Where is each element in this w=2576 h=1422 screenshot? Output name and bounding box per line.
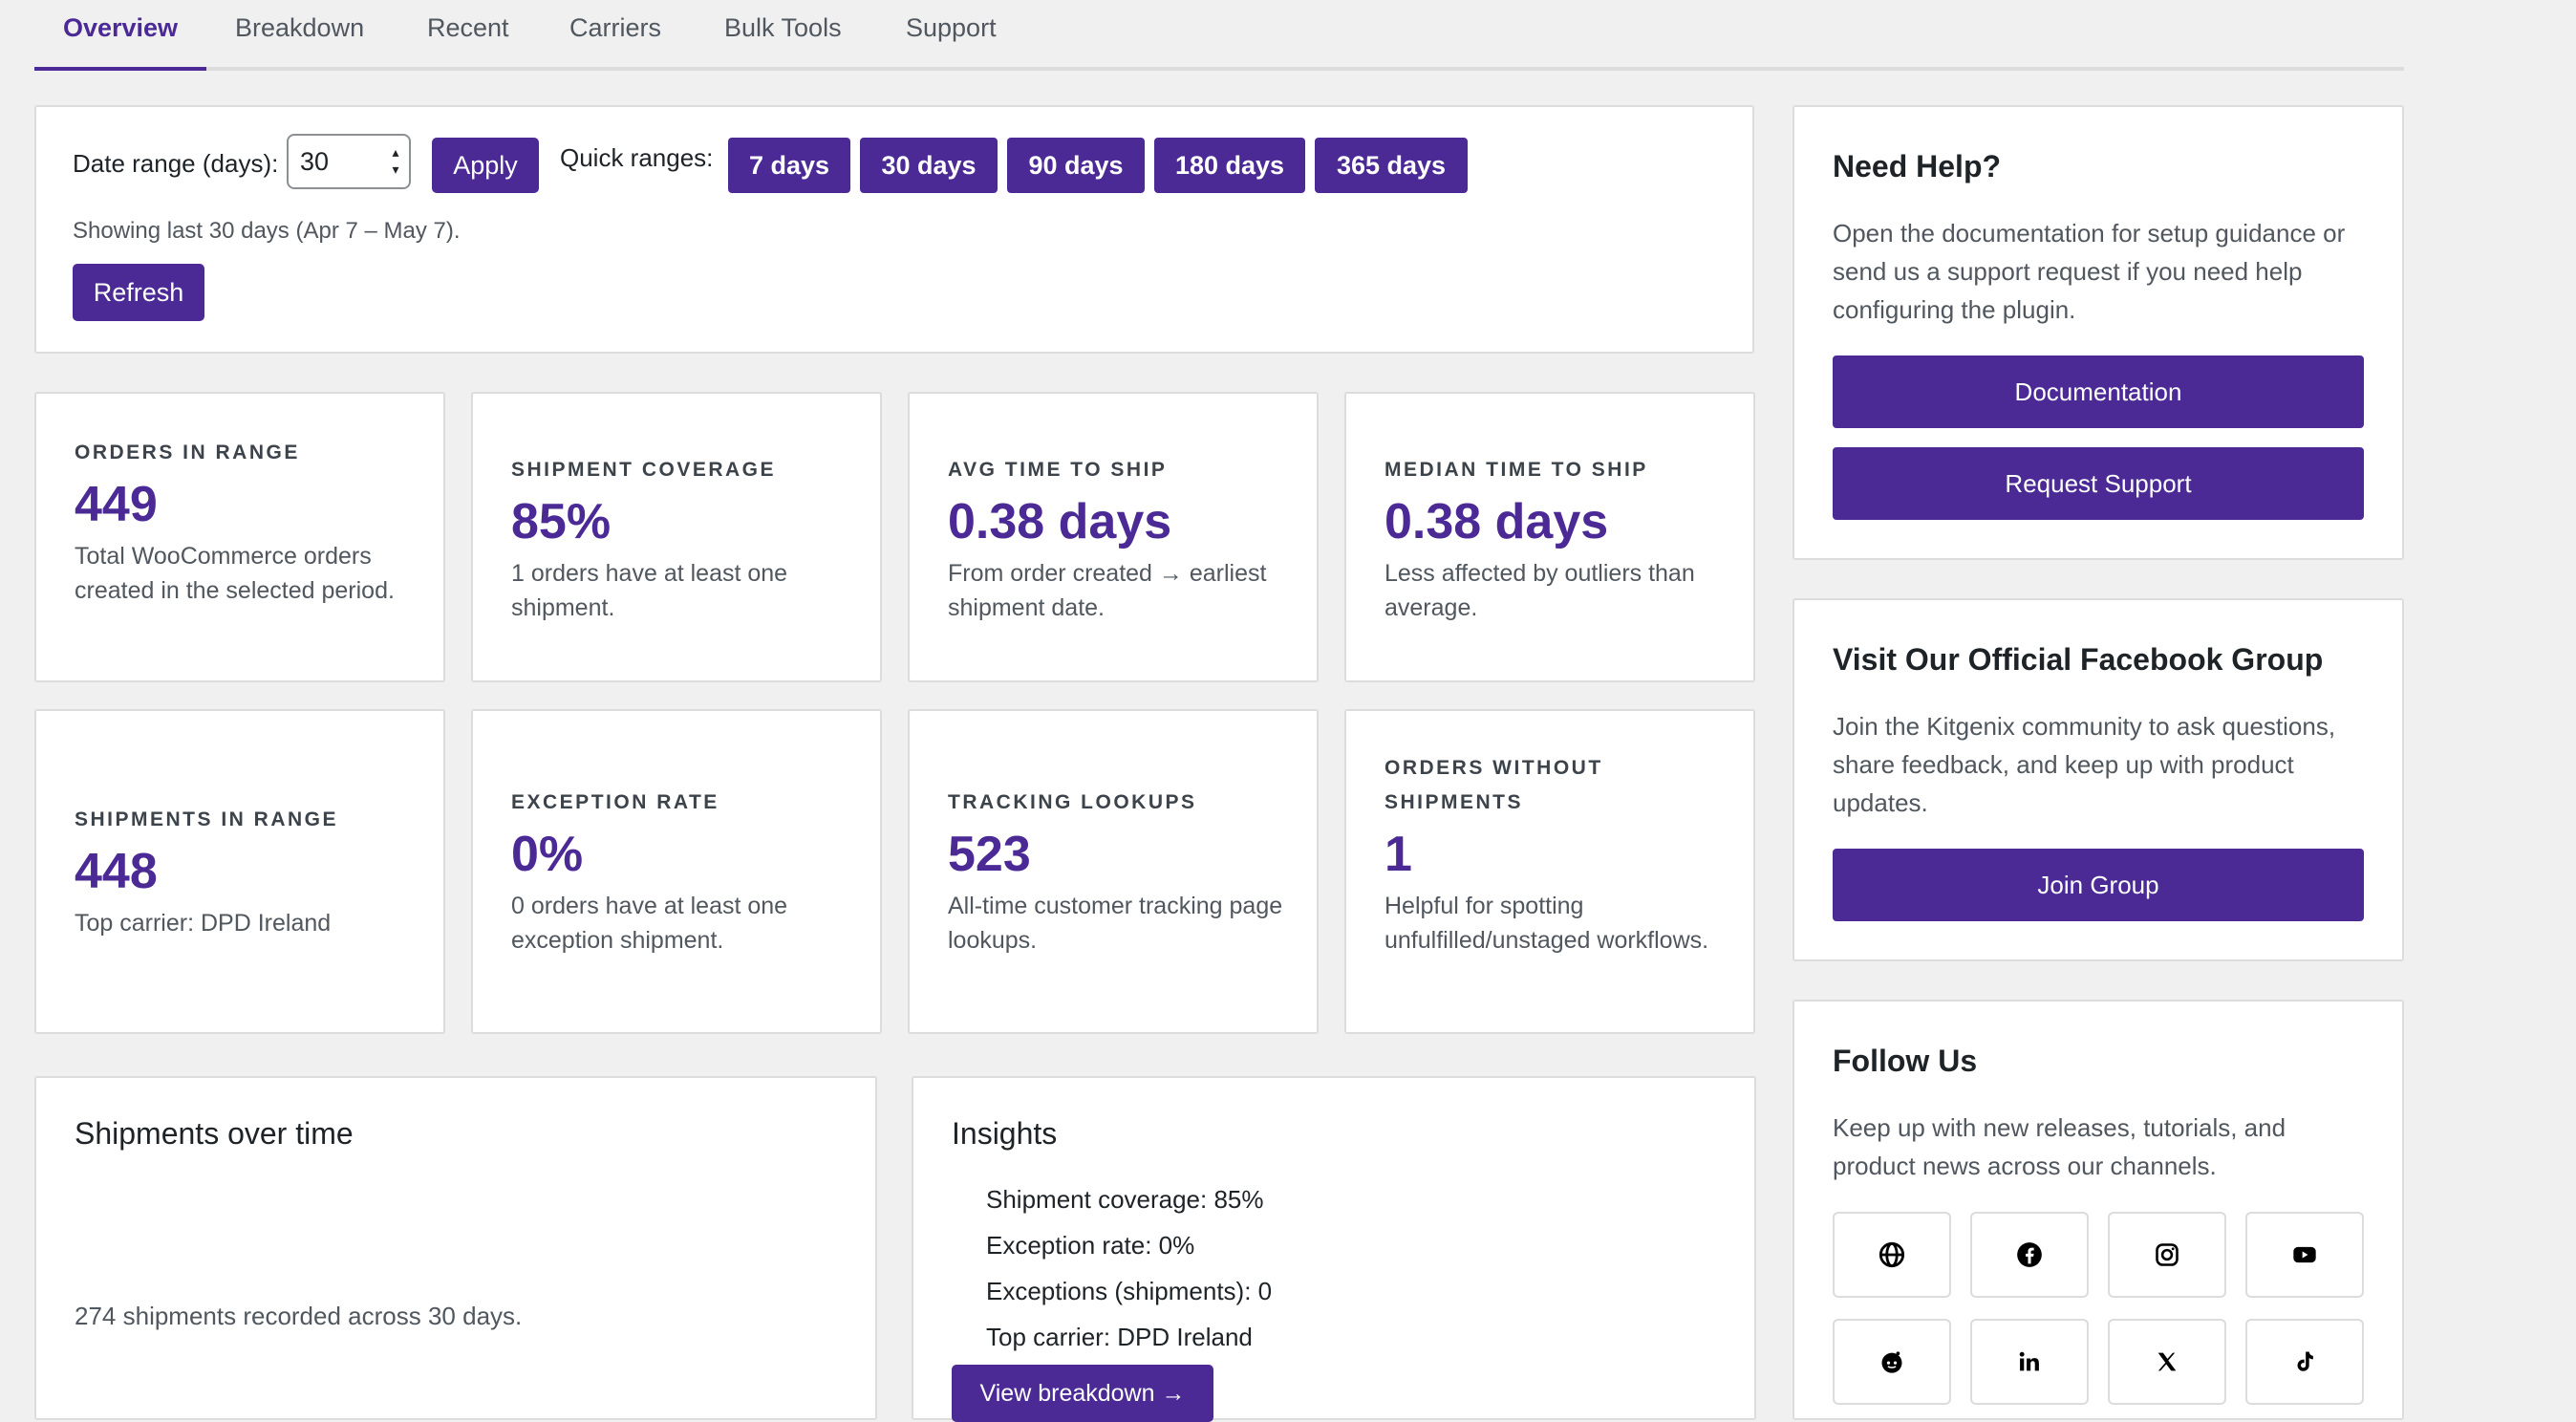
tab-breakdown[interactable]: Breakdown bbox=[235, 13, 365, 42]
insight-item: Exceptions (shipments): 0 bbox=[986, 1277, 1273, 1305]
stat-card-exception-rate: EXCEPTION RATE 0% 0 orders have at least… bbox=[471, 709, 882, 1034]
quick-range-90-days[interactable]: 90 days bbox=[1007, 138, 1145, 193]
youtube-icon[interactable] bbox=[2245, 1212, 2364, 1298]
follow-us-panel: Follow Us Keep up with new releases, tut… bbox=[1792, 1000, 2404, 1420]
stat-label: AVG TIME TO SHIP bbox=[948, 459, 1168, 481]
refresh-button[interactable]: Refresh bbox=[73, 264, 204, 321]
stat-value: 0.38 days bbox=[948, 494, 1172, 549]
quick-range-365-days[interactable]: 365 days bbox=[1315, 138, 1468, 193]
help-panel: Need Help? Open the documentation for se… bbox=[1792, 105, 2404, 560]
tab-carriers[interactable]: Carriers bbox=[569, 13, 662, 42]
stat-description: All-time customer tracking page lookups. bbox=[948, 893, 1283, 954]
quick-range-7-days[interactable]: 7 days bbox=[728, 138, 850, 193]
stat-label: ORDERS WITHOUT SHIPMENTS bbox=[1385, 757, 1603, 813]
x-icon[interactable] bbox=[2108, 1319, 2226, 1405]
view-breakdown-button[interactable]: View breakdown → bbox=[952, 1365, 1213, 1422]
apply-button[interactable]: Apply bbox=[432, 138, 539, 193]
globe-icon[interactable] bbox=[1833, 1212, 1951, 1298]
shipments-summary-text: 274 shipments recorded across 30 days. bbox=[75, 1302, 523, 1330]
help-text: Open the documentation for setup guidanc… bbox=[1833, 219, 2346, 324]
stat-label: EXCEPTION RATE bbox=[511, 791, 719, 813]
stat-value: 0.38 days bbox=[1385, 494, 1609, 549]
stat-card-tracking-lookups: TRACKING LOOKUPS 523 All-time customer t… bbox=[908, 709, 1319, 1034]
stat-value: 1 bbox=[1385, 827, 1412, 882]
stat-value: 85% bbox=[511, 494, 612, 549]
facebook-icon[interactable] bbox=[1970, 1212, 2089, 1298]
date-filter-card: Date range (days): 30 ▴ ▾ Apply Quick ran… bbox=[34, 105, 1754, 354]
date-range-value: 30 bbox=[300, 147, 330, 176]
facebook-group-panel: Visit Our Official Facebook Group Join t… bbox=[1792, 598, 2404, 961]
stat-label: TRACKING LOOKUPS bbox=[948, 791, 1197, 813]
panel-title: Visit Our Official Facebook Group bbox=[1833, 642, 2324, 677]
stat-description: 1 orders have at least one shipment. bbox=[511, 560, 788, 621]
stat-card-shipments-in-range: SHIPMENTS IN RANGE 448 Top carrier: DPD … bbox=[34, 709, 445, 1034]
reddit-icon[interactable] bbox=[1833, 1319, 1951, 1405]
showing-range-text: Showing last 30 days (Apr 7 – May 7). bbox=[73, 218, 461, 244]
follow-text: Keep up with new releases, tutorials, an… bbox=[1833, 1113, 2286, 1180]
date-range-label: Date range (days): bbox=[73, 149, 279, 178]
insights-panel: Insights Shipment coverage: 85% Exceptio… bbox=[912, 1076, 1756, 1422]
date-range-input[interactable]: 30 ▴ ▾ bbox=[287, 134, 411, 189]
stat-value: 523 bbox=[948, 827, 1031, 882]
stat-description: From order created → earliest shipment d… bbox=[948, 560, 1267, 621]
documentation-button[interactable]: Documentation bbox=[1833, 356, 2364, 428]
stat-label: SHIPMENT COVERAGE bbox=[511, 459, 777, 481]
panel-title: Need Help? bbox=[1833, 149, 2002, 183]
stat-description: Helpful for spotting unfulfilled/unstage… bbox=[1385, 893, 1709, 954]
quick-range-30-days[interactable]: 30 days bbox=[860, 138, 998, 193]
stat-card-median-time-to-ship: MEDIAN TIME TO SHIP 0.38 days Less affec… bbox=[1344, 392, 1755, 682]
stat-card-orders-without-shipments: ORDERS WITHOUT SHIPMENTS 1 Helpful for s… bbox=[1344, 709, 1755, 1034]
stat-description: Total WooCommerce orders created in the … bbox=[75, 543, 395, 604]
join-group-button[interactable]: Join Group bbox=[1833, 849, 2364, 921]
instagram-icon[interactable] bbox=[2108, 1212, 2226, 1298]
stat-label: MEDIAN TIME TO SHIP bbox=[1385, 459, 1648, 481]
stat-card-orders-in-range: ORDERS IN RANGE 449 Total WooCommerce or… bbox=[34, 392, 445, 682]
panel-title: Insights bbox=[952, 1116, 1058, 1151]
shipments-over-time-panel: Shipments over time 274 shipments record… bbox=[34, 1076, 877, 1420]
insight-item: Shipment coverage: 85% bbox=[986, 1185, 1264, 1214]
spinner-icon[interactable]: ▴ ▾ bbox=[392, 144, 399, 177]
tab-recent[interactable]: Recent bbox=[427, 13, 509, 42]
quick-range-180-days[interactable]: 180 days bbox=[1154, 138, 1305, 193]
stat-value: 449 bbox=[75, 477, 158, 532]
stat-value: 0% bbox=[511, 827, 584, 882]
stat-card-shipment-coverage: SHIPMENT COVERAGE 85% 1 orders have at l… bbox=[471, 392, 882, 682]
facebook-text: Join the Kitgenix community to ask quest… bbox=[1833, 712, 2336, 817]
quick-ranges-label: Quick ranges: bbox=[560, 143, 714, 172]
tab-bulk-tools[interactable]: Bulk Tools bbox=[724, 13, 842, 42]
panel-title: Shipments over time bbox=[75, 1116, 354, 1151]
stat-description: 0 orders have at least one exception shi… bbox=[511, 893, 788, 954]
request-support-button[interactable]: Request Support bbox=[1833, 447, 2364, 520]
tab-overview[interactable]: Overview bbox=[34, 0, 206, 71]
insight-item: Top carrier: DPD Ireland bbox=[986, 1323, 1253, 1351]
insight-item: Exception rate: 0% bbox=[986, 1231, 1195, 1260]
stat-description: Less affected by outliers than average. bbox=[1385, 560, 1695, 621]
panel-title: Follow Us bbox=[1833, 1044, 1978, 1078]
stat-description: Top carrier: DPD Ireland bbox=[75, 910, 332, 937]
tiktok-icon[interactable] bbox=[2245, 1319, 2364, 1405]
stat-label: SHIPMENTS IN RANGE bbox=[75, 808, 339, 830]
tab-support[interactable]: Support bbox=[906, 13, 997, 42]
linkedin-icon[interactable] bbox=[1970, 1319, 2089, 1405]
stat-value: 448 bbox=[75, 844, 158, 899]
tab-bar: Overview Breakdown Recent Carriers Bulk … bbox=[34, 0, 2404, 71]
stat-label: ORDERS IN RANGE bbox=[75, 442, 300, 463]
stat-card-avg-time-to-ship: AVG TIME TO SHIP 0.38 days From order cr… bbox=[908, 392, 1319, 682]
